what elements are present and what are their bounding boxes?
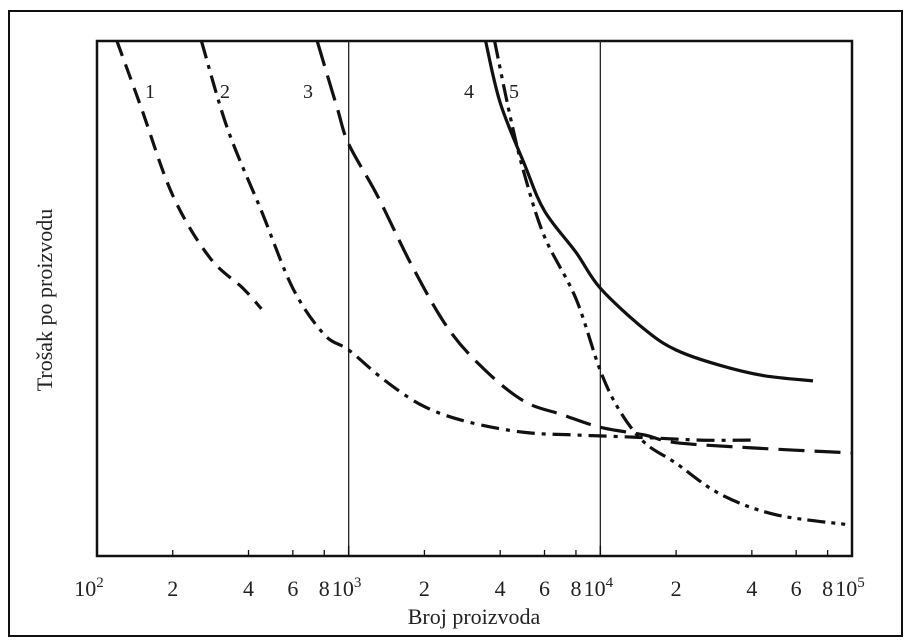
curve-1 — [115, 41, 263, 310]
curves — [115, 41, 852, 527]
x-minor-tick-label: 8 — [822, 576, 833, 601]
curve-4 — [484, 41, 814, 383]
y-axis-title: Trošak po proizvodu — [32, 209, 57, 392]
x-minor-tick-label: 2 — [419, 576, 430, 601]
x-major-tick-label: 103 — [332, 575, 362, 601]
curve-labels: 1 2 3 4 5 — [145, 81, 519, 103]
x-minor-tick-label: 8 — [319, 576, 330, 601]
x-ticks — [96, 546, 853, 556]
curve-label-4: 4 — [464, 81, 474, 103]
x-major-tick-label: 102 — [74, 575, 104, 601]
x-major-tick-label: 104 — [584, 575, 614, 601]
x-minor-tick-label: 6 — [287, 576, 298, 601]
outer-frame — [8, 10, 903, 637]
curve-label-1: 1 — [145, 81, 155, 103]
curve-2 — [199, 41, 752, 442]
x-minor-tick-label: 8 — [570, 576, 581, 601]
plot-area — [95, 39, 854, 558]
x-minor-tick-label: 6 — [539, 576, 550, 601]
curve-label-2: 2 — [220, 81, 230, 103]
x-minor-tick-label: 4 — [243, 576, 254, 601]
x-minor-tick-label: 2 — [671, 576, 682, 601]
curve-label-5: 5 — [509, 81, 519, 103]
curve-5 — [493, 41, 852, 527]
curve-label-3: 3 — [303, 81, 313, 103]
x-minor-tick-label: 6 — [791, 576, 802, 601]
gridlines — [348, 41, 601, 556]
curve-3 — [315, 41, 852, 455]
x-minor-tick-label: 4 — [746, 576, 757, 601]
x-minor-tick-label: 2 — [167, 576, 178, 601]
x-axis-title: Broj proizvoda — [408, 604, 541, 629]
x-major-tick-label: 105 — [835, 575, 865, 601]
x-minor-tick-label: 4 — [495, 576, 506, 601]
